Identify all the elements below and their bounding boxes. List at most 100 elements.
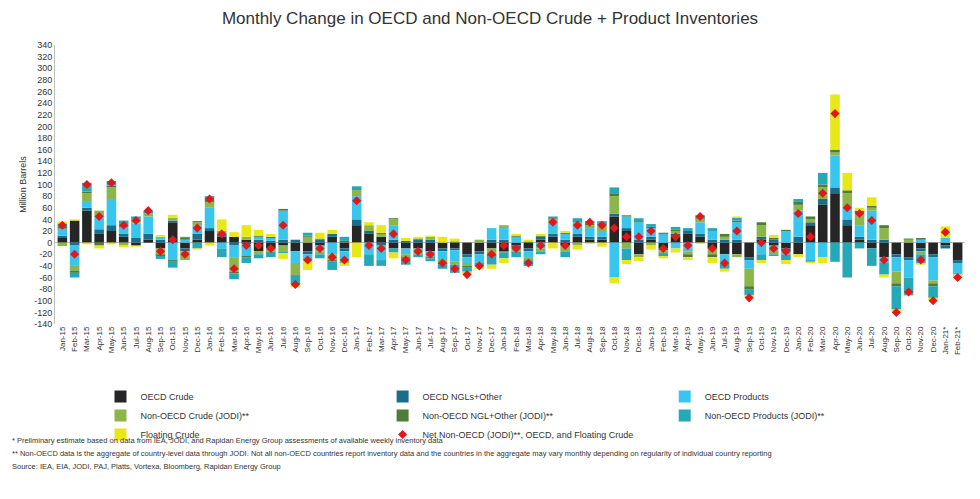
svg-text:Mar-19: Mar-19	[671, 326, 680, 352]
svg-text:OECD NGLs+Other: OECD NGLs+Other	[423, 392, 502, 402]
svg-text:Dec-20: Dec-20	[929, 326, 938, 352]
svg-text:Sep-19: Sep-19	[745, 326, 754, 352]
svg-text:Jan-18: Jan-18	[499, 326, 508, 351]
svg-text:340: 340	[37, 40, 52, 50]
svg-text:Jan-17: Jan-17	[352, 326, 361, 351]
svg-text:Aug-18: Aug-18	[585, 326, 594, 352]
svg-text:Oct-16: Oct-16	[316, 326, 325, 351]
svg-text:Million Barrels: Million Barrels	[18, 156, 28, 213]
svg-text:Sep-17: Sep-17	[450, 326, 459, 352]
svg-text:Sep-15: Sep-15	[156, 326, 165, 352]
svg-text:* Preliminary estimate based o: * Preliminary estimate based on data fro…	[12, 436, 443, 445]
svg-text:Dec-16: Dec-16	[340, 326, 349, 352]
svg-text:Nov-15: Nov-15	[181, 326, 190, 352]
svg-text:Dec-18: Dec-18	[634, 326, 643, 352]
svg-text:Net Non-OECD (JODI)**, OECD, a: Net Non-OECD (JODI)**, OECD, and Floatin…	[423, 430, 634, 440]
svg-text:Aug-16: Aug-16	[291, 326, 300, 352]
svg-text:Jun-19: Jun-19	[708, 326, 717, 351]
svg-text:Jan-16: Jan-16	[205, 326, 214, 351]
svg-text:40: 40	[42, 215, 52, 225]
svg-text:Nov-20: Nov-20	[916, 326, 925, 352]
svg-text:Jul-20: Jul-20	[867, 326, 876, 348]
svg-text:-80: -80	[39, 284, 52, 294]
svg-text:OECD Products: OECD Products	[705, 392, 770, 402]
svg-text:Sep-20: Sep-20	[892, 326, 901, 352]
svg-text:-40: -40	[39, 261, 52, 271]
svg-text:May-20: May-20	[843, 326, 852, 353]
svg-text:May-15: May-15	[107, 326, 116, 353]
svg-text:Oct-20: Oct-20	[904, 326, 913, 351]
svg-text:OECD Crude: OECD Crude	[141, 392, 194, 402]
svg-text:-140: -140	[34, 319, 52, 329]
svg-text:Apr-19: Apr-19	[683, 326, 692, 351]
svg-text:300: 300	[37, 63, 52, 73]
svg-text:Mar-17: Mar-17	[377, 326, 386, 352]
svg-text:240: 240	[37, 98, 52, 108]
svg-text:May-18: May-18	[549, 326, 558, 353]
svg-text:Apr-16: Apr-16	[242, 326, 251, 351]
svg-text:Non-OECD Crude (JODI)**: Non-OECD Crude (JODI)**	[141, 411, 250, 421]
svg-text:-120: -120	[34, 308, 52, 318]
svg-text:Monthly Change in OECD and Non: Monthly Change in OECD and Non-OECD Crud…	[222, 9, 758, 28]
svg-text:Feb-16: Feb-16	[217, 326, 226, 352]
svg-text:Mar-18: Mar-18	[524, 326, 533, 352]
svg-text:Jul-16: Jul-16	[279, 326, 288, 348]
svg-text:Non-OECD NGL+Other (JODI)**: Non-OECD NGL+Other (JODI)**	[423, 411, 554, 421]
svg-text:-60: -60	[39, 273, 52, 283]
svg-text:260: 260	[37, 87, 52, 97]
svg-text:320: 320	[37, 52, 52, 62]
svg-text:May-17: May-17	[401, 326, 410, 353]
svg-text:Nov-18: Nov-18	[622, 326, 631, 352]
svg-text:Aug-15: Aug-15	[144, 326, 153, 352]
svg-text:Oct-19: Oct-19	[757, 326, 766, 351]
svg-text:Jun-18: Jun-18	[561, 326, 570, 351]
svg-text:Feb-19: Feb-19	[659, 326, 668, 352]
svg-text:Dec-15: Dec-15	[193, 326, 202, 352]
svg-text:Apr-17: Apr-17	[389, 326, 398, 351]
svg-text:80: 80	[42, 191, 52, 201]
svg-text:160: 160	[37, 145, 52, 155]
svg-text:Dec-17: Dec-17	[487, 326, 496, 352]
svg-text:Jul-17: Jul-17	[426, 326, 435, 348]
svg-text:Feb-18: Feb-18	[512, 326, 521, 352]
svg-text:Feb-17: Feb-17	[365, 326, 374, 352]
svg-text:Jul-19: Jul-19	[720, 326, 729, 348]
svg-text:Oct-15: Oct-15	[168, 326, 177, 351]
svg-text:Feb-15: Feb-15	[70, 326, 79, 352]
svg-text:Apr-15: Apr-15	[95, 326, 104, 351]
svg-text:Jul-15: Jul-15	[132, 326, 141, 348]
svg-text:Aug-20: Aug-20	[880, 326, 889, 352]
svg-text:Jun-20: Jun-20	[855, 326, 864, 351]
svg-text:0: 0	[47, 238, 52, 248]
svg-text:Oct-18: Oct-18	[610, 326, 619, 351]
svg-text:Apr-20: Apr-20	[831, 326, 840, 351]
svg-text:220: 220	[37, 110, 52, 120]
svg-text:Mar-20: Mar-20	[818, 326, 827, 352]
svg-text:200: 200	[37, 122, 52, 132]
svg-text:Sep-18: Sep-18	[598, 326, 607, 352]
svg-text:-100: -100	[34, 296, 52, 306]
svg-text:** Non-OECD data is the aggreg: ** Non-OECD data is the aggregate of cou…	[12, 449, 772, 458]
svg-text:Non-OECD Products (JODI)**: Non-OECD Products (JODI)**	[705, 411, 825, 421]
svg-text:Jan-21*: Jan-21*	[941, 327, 950, 355]
svg-text:Source: IEA, EIA, JODI, PAJ, P: Source: IEA, EIA, JODI, PAJ, Platts, Vor…	[12, 462, 281, 471]
svg-text:Floating Crude: Floating Crude	[141, 430, 200, 440]
svg-text:Oct-17: Oct-17	[463, 326, 472, 351]
svg-text:120: 120	[37, 168, 52, 178]
svg-text:-20: -20	[39, 249, 52, 259]
svg-text:Nov-16: Nov-16	[328, 326, 337, 352]
svg-text:Dec-19: Dec-19	[782, 326, 791, 352]
svg-text:20: 20	[42, 226, 52, 236]
svg-text:280: 280	[37, 75, 52, 85]
svg-text:Nov-19: Nov-19	[769, 326, 778, 352]
svg-text:140: 140	[37, 156, 52, 166]
svg-text:180: 180	[37, 133, 52, 143]
svg-text:Mar-15: Mar-15	[82, 326, 91, 352]
svg-text:60: 60	[42, 203, 52, 213]
svg-text:Apr-18: Apr-18	[536, 326, 545, 351]
svg-text:Jan-19: Jan-19	[647, 326, 656, 351]
svg-text:Jun-17: Jun-17	[414, 326, 423, 351]
svg-text:Aug-17: Aug-17	[438, 326, 447, 352]
svg-text:Feb-20: Feb-20	[806, 326, 815, 352]
svg-text:May-19: May-19	[696, 326, 705, 353]
